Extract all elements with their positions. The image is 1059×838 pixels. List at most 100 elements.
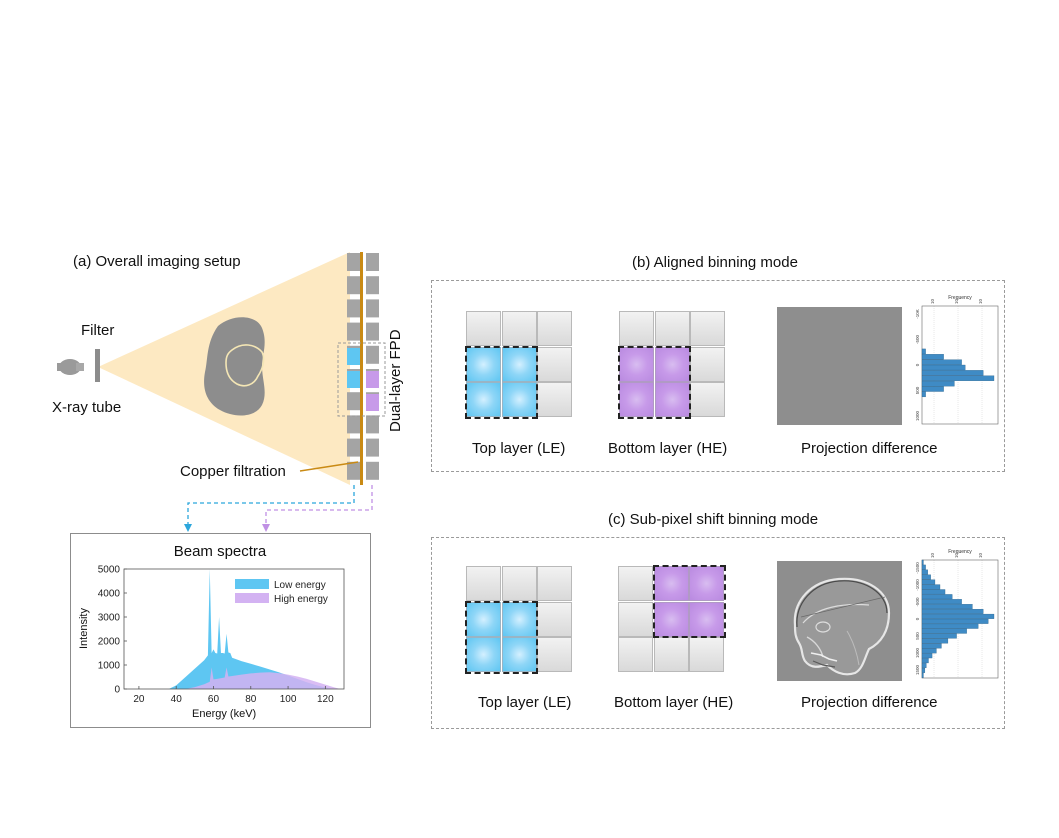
bin-outline (465, 345, 538, 419)
bin-outline (465, 600, 538, 674)
hist-y-tick-label: -1000 (915, 579, 920, 591)
histogram-bar (921, 668, 926, 673)
detector-pixel (366, 415, 379, 434)
histogram-bar (921, 564, 926, 570)
he-arrow-head (262, 524, 270, 532)
grid-pixel (690, 311, 725, 346)
panel-c-box (431, 537, 1005, 729)
hist-y-tick-label: 500 (915, 632, 920, 640)
copper-filtration-layer (360, 252, 363, 485)
hist-x-tick-label: 10 (978, 552, 983, 558)
histogram-bar (921, 672, 924, 678)
copper-filtration-label: Copper filtration (180, 463, 286, 480)
detector-pixel (347, 253, 360, 271)
y-tick-label: 0 (114, 685, 120, 696)
hist-y-tick-label: -500 (915, 597, 920, 607)
hist-x-tick-label: 10 (930, 298, 935, 304)
panel-a-title: (a) Overall imaging setup (73, 253, 241, 270)
le-pixel-highlight (347, 348, 360, 365)
detector-pixel (366, 461, 379, 480)
panel-c-title: (c) Sub-pixel shift binning mode (608, 511, 819, 528)
histogram-bar (921, 559, 924, 565)
histogram-bar (921, 604, 973, 610)
detector-pixel (366, 345, 379, 364)
hist-y-tick-label: -1500 (915, 562, 920, 574)
bin-outline (618, 345, 691, 419)
histogram-bar (921, 391, 926, 398)
detector-pixel (347, 392, 360, 411)
grid-pixel (618, 601, 653, 637)
histogram-bar (921, 380, 955, 387)
hist-y-tick-label: 0 (915, 617, 920, 620)
grid-pixel (653, 637, 689, 672)
detector-pixel (366, 299, 379, 318)
histogram-bar (921, 579, 936, 585)
histogram-bar (921, 375, 995, 381)
grid-pixel (689, 566, 724, 601)
histogram-bar (921, 618, 989, 624)
x-tick-label: 120 (317, 694, 334, 705)
histogram-bar (921, 658, 929, 664)
grid-pixel (690, 346, 725, 382)
filter-label: Filter (81, 322, 115, 339)
y-tick-label: 4000 (98, 589, 121, 600)
hist-y-tick-label: 1000 (915, 410, 920, 421)
projection-difference-image-b (777, 307, 902, 425)
projection-difference-label-c: Projection difference (801, 694, 938, 711)
top-layer-label-c: Top layer (LE) (478, 694, 572, 711)
detector-pixel (347, 276, 360, 295)
grid-pixel (689, 637, 724, 672)
grid-pixel (537, 311, 572, 346)
histogram-bar (921, 386, 944, 392)
histogram-bar (921, 663, 927, 669)
hist-x-tick-label: 10 (954, 552, 959, 558)
grid-pixel (618, 566, 653, 601)
bottom-layer-label-c: Bottom layer (HE) (614, 694, 734, 711)
detector-pixel (347, 322, 360, 341)
legend-label: High energy (274, 594, 328, 605)
x-tick-label: 60 (208, 694, 220, 705)
panel-b-box (431, 280, 1005, 472)
histogram-bar (921, 623, 979, 629)
le-pixel-highlight (347, 371, 360, 388)
hist-y-tick-label: 1500 (915, 664, 920, 675)
grid-pixel (501, 382, 537, 417)
xray-tube-icon (57, 359, 84, 375)
y-tick-label: 3000 (98, 613, 121, 624)
detector-pixel (366, 253, 379, 271)
he-arrow (265, 485, 373, 526)
grid-pixel (466, 311, 501, 346)
x-tick-label: 40 (171, 694, 183, 705)
y-tick-label: 2000 (98, 637, 121, 648)
grid-pixel (654, 311, 690, 346)
detector-pixel (366, 276, 379, 295)
detector-pixel (366, 438, 379, 457)
histogram-bar (921, 653, 933, 659)
copper-pointer-line (299, 461, 359, 472)
beam-spectra-panel: Beam spectra Energy (keV) Intensity 20 40… (70, 533, 371, 728)
legend-label: Low energy (274, 580, 326, 591)
detector-pixel (366, 322, 379, 341)
hist-x-tick-label: 10 (930, 552, 935, 558)
hist-x-tick-label: 10 (954, 298, 959, 304)
grid-pixel (537, 382, 572, 417)
grid-pixel (501, 311, 537, 346)
grid-pixel (537, 601, 572, 637)
histogram-bar (921, 643, 942, 649)
hist-y-tick-label: 500 (915, 386, 920, 394)
grid-pixel (690, 382, 725, 417)
grid-pixel (501, 346, 537, 382)
top-layer-label-b: Top layer (LE) (472, 440, 566, 457)
histogram-bar (921, 370, 984, 376)
hist-y-tick-label: 1000 (915, 647, 920, 658)
detector-pixel (347, 438, 360, 457)
histogram-bar (921, 354, 944, 360)
x-tick-label: 100 (280, 694, 297, 705)
histogram-bar (921, 359, 962, 365)
bin-outline (652, 565, 726, 638)
histogram-bar (921, 638, 949, 644)
grid-pixel (619, 311, 654, 346)
hist-y-tick-label: -10K (915, 309, 920, 319)
